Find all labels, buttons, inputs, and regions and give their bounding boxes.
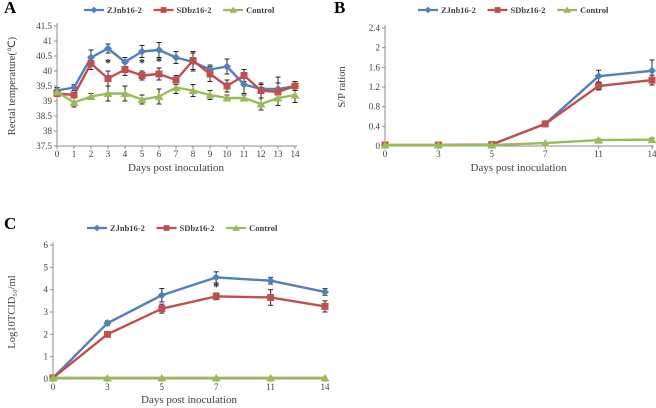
svg-text:4: 4 [44,285,49,295]
annotations: * [213,279,219,293]
svg-text:10: 10 [223,149,233,159]
legend: ZJnb16-2 SDbz16-2 Control [83,5,275,15]
svg-text:4: 4 [123,149,128,159]
legend-label-SDbz16-2: SDbz16-2 [177,5,212,15]
svg-text:14: 14 [648,149,656,159]
svg-text:*: * [139,56,145,70]
svg-text:11: 11 [240,149,249,159]
legend-label-SDbz16-2: SDbz16-2 [511,5,546,15]
axes: 0 0.4 0.8 1.2 1.6 2 2.4 0 3 5 7 11 14 S/P ration Days … [337,23,656,174]
x-axis-title: Days post inoculation [471,162,567,174]
x-axis-title: Days post inoculation [141,394,237,406]
svg-text:3: 3 [106,149,111,159]
legend-label-SDbz16-2: SDbz16-2 [180,223,215,233]
svg-text:*: * [156,54,162,68]
series-SDbz16-2 [49,292,329,382]
panel-b-label: B [334,0,346,17]
svg-text:40: 40 [43,66,53,76]
svg-text:39: 39 [43,96,53,106]
panel-a: A 37.5 38 38.5 39 39.5 40 40.5 41 41.5 0 1 2 3 4 5 6 7 8 9… [0,0,335,195]
series-SDbz16-2 [381,76,656,149]
svg-text:41.5: 41.5 [36,21,52,31]
panel-c-label: C [4,214,17,233]
svg-text:1.2: 1.2 [369,82,380,92]
svg-text:14: 14 [291,149,301,159]
panel-c: C 0 1 2 3 4 5 6 0 3 5 7 11 14 Log10TCID₅₀/ml Days post… [0,200,350,408]
svg-text:5: 5 [44,262,49,272]
legend-label-ZJnb16-2: ZJnb16-2 [107,5,142,15]
svg-text:40.5: 40.5 [36,51,52,61]
svg-text:0.8: 0.8 [369,102,381,112]
svg-text:0: 0 [51,382,56,392]
svg-text:38.5: 38.5 [36,111,52,121]
svg-text:2: 2 [89,149,94,159]
svg-text:6: 6 [44,240,49,250]
y-axis-title: S/P ration [337,66,348,108]
series-ZJnb16-2 [49,273,329,382]
svg-text:0: 0 [44,374,49,384]
svg-text:*: * [105,56,111,70]
svg-text:2: 2 [376,43,381,53]
svg-text:1: 1 [72,149,77,159]
y-axis-title: Log10TCID₅₀/ml [7,275,18,348]
svg-text:7: 7 [174,149,179,159]
svg-text:14: 14 [321,382,331,392]
legend: ZJnb16-2 SDbz16-2 Control [86,223,278,233]
svg-text:37.5: 37.5 [36,141,52,151]
panel-b-chart: 0 0.4 0.8 1.2 1.6 2 2.4 0 3 5 7 11 14 S/P ration Days … [337,5,656,174]
legend-label-ZJnb16-2: ZJnb16-2 [110,223,145,233]
svg-text:6: 6 [157,149,162,159]
svg-text:0: 0 [383,149,388,159]
legend-label-Control: Control [246,5,275,15]
panel-a-label: A [4,0,17,17]
legend-label-Control: Control [249,223,278,233]
svg-text:11: 11 [266,382,275,392]
svg-text:2.4: 2.4 [369,23,381,33]
svg-text:3: 3 [105,382,110,392]
svg-text:0: 0 [376,141,381,151]
x-axis-title: Days post inoculation [128,162,224,174]
svg-text:13: 13 [274,149,284,159]
svg-text:11: 11 [594,149,603,159]
legend-label-Control: Control [580,5,609,15]
svg-text:1.6: 1.6 [369,62,381,72]
svg-text:5: 5 [160,382,165,392]
svg-text:1: 1 [44,352,49,362]
svg-text:0.4: 0.4 [369,121,381,131]
svg-text:7: 7 [543,149,548,159]
svg-text:2: 2 [44,329,49,339]
series-Control [48,373,330,382]
svg-text:8: 8 [191,149,196,159]
svg-text:9: 9 [208,149,213,159]
series-Control [52,83,300,108]
svg-text:*: * [213,279,219,293]
panel-b: B 0 0.4 0.8 1.2 1.6 2 2.4 0 3 5 7 11 14 S/P ration Day… [330,0,656,195]
series-SDbz16-2 [53,57,299,99]
svg-text:5: 5 [490,149,495,159]
svg-text:0: 0 [55,149,60,159]
series-Control [380,135,656,149]
svg-text:3: 3 [44,307,49,317]
svg-text:38: 38 [43,126,53,136]
svg-text:39.5: 39.5 [36,81,52,91]
svg-text:3: 3 [436,149,441,159]
svg-text:5: 5 [140,149,145,159]
svg-text:7: 7 [214,382,219,392]
svg-text:41: 41 [43,36,52,46]
annotations: * * * [105,54,162,70]
panel-c-chart: 0 1 2 3 4 5 6 0 3 5 7 11 14 Log10TCID₅₀/ml Days post i… [7,223,331,406]
legend: ZJnb16-2 SDbz16-2 Control [417,5,609,15]
svg-text:12: 12 [257,149,266,159]
y-axis-title: Rectal temperature(℃) [7,36,18,135]
series-ZJnb16-2 [381,66,656,150]
legend-label-ZJnb16-2: ZJnb16-2 [441,5,476,15]
